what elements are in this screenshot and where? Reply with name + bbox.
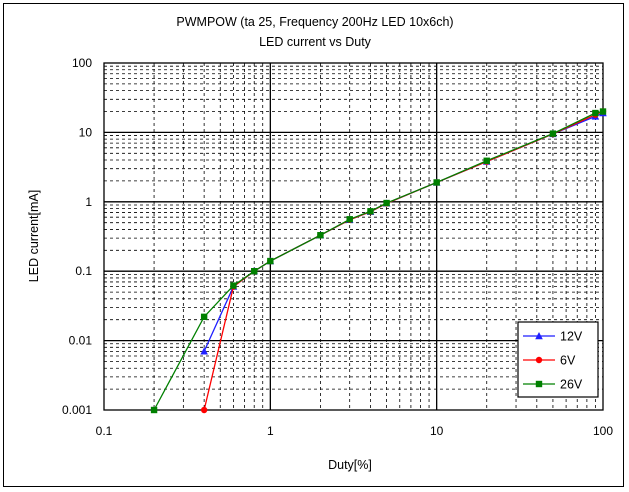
data-point-square — [433, 179, 440, 186]
legend: 12V 6V 26V — [517, 321, 599, 398]
data-point-square — [267, 257, 274, 265]
data-point-square — [346, 216, 353, 223]
series-12v — [200, 109, 607, 355]
y-tick-label: 100 — [72, 56, 92, 70]
y-axis-title: LED current[mA] — [27, 190, 41, 282]
legend-label: 6V — [560, 354, 576, 368]
data-point-square — [251, 268, 258, 275]
data-point-square — [483, 157, 490, 164]
x-axis-title: Duty[%] — [328, 458, 372, 472]
series-line — [153, 110, 604, 411]
data-point-square — [383, 199, 390, 207]
legend-item-26v: 26V — [523, 378, 583, 392]
data-point-square — [200, 313, 208, 321]
data-point-square — [549, 130, 557, 137]
data-point-square — [150, 406, 158, 414]
x-tick-label: 100 — [593, 424, 613, 438]
legend-label: 12V — [560, 330, 583, 344]
data-point-circle — [535, 356, 543, 364]
data-point-triangle — [535, 332, 543, 340]
x-tick-label: 0.1 — [96, 424, 113, 438]
legend-item-6v: 6V — [523, 354, 576, 368]
x-tick-label: 1 — [267, 424, 274, 438]
data-point-square — [230, 282, 237, 289]
data-series — [150, 108, 607, 414]
chart-subtitle: LED current vs Duty — [259, 35, 372, 49]
y-tick-label: 0.01 — [69, 334, 93, 348]
x-tick-label: 10 — [430, 424, 444, 438]
data-point-square — [599, 108, 607, 115]
data-point-square — [592, 109, 599, 117]
data-point-square — [535, 380, 543, 388]
plot-area-border — [103, 62, 604, 411]
y-tick-label: 0.001 — [62, 403, 92, 417]
y-tick-label: 1 — [85, 195, 92, 209]
y-tick-label: 0.1 — [75, 264, 92, 278]
legend-label: 26V — [560, 378, 583, 392]
data-point-square — [367, 208, 374, 215]
data-point-circle — [200, 406, 208, 414]
chart-title: PWMPOW (ta 25, Frequency 200Hz LED 10x6c… — [176, 15, 453, 29]
data-point-square — [317, 232, 324, 239]
legend-item-12v: 12V — [523, 330, 583, 344]
series-line — [203, 112, 604, 352]
data-point-triangle — [200, 347, 208, 355]
tick-labels: 0.1 1 10 100 0.001 0.01 0.1 1 10 100 — [62, 56, 613, 438]
y-tick-label: 10 — [79, 125, 93, 139]
series-26v — [150, 108, 607, 414]
